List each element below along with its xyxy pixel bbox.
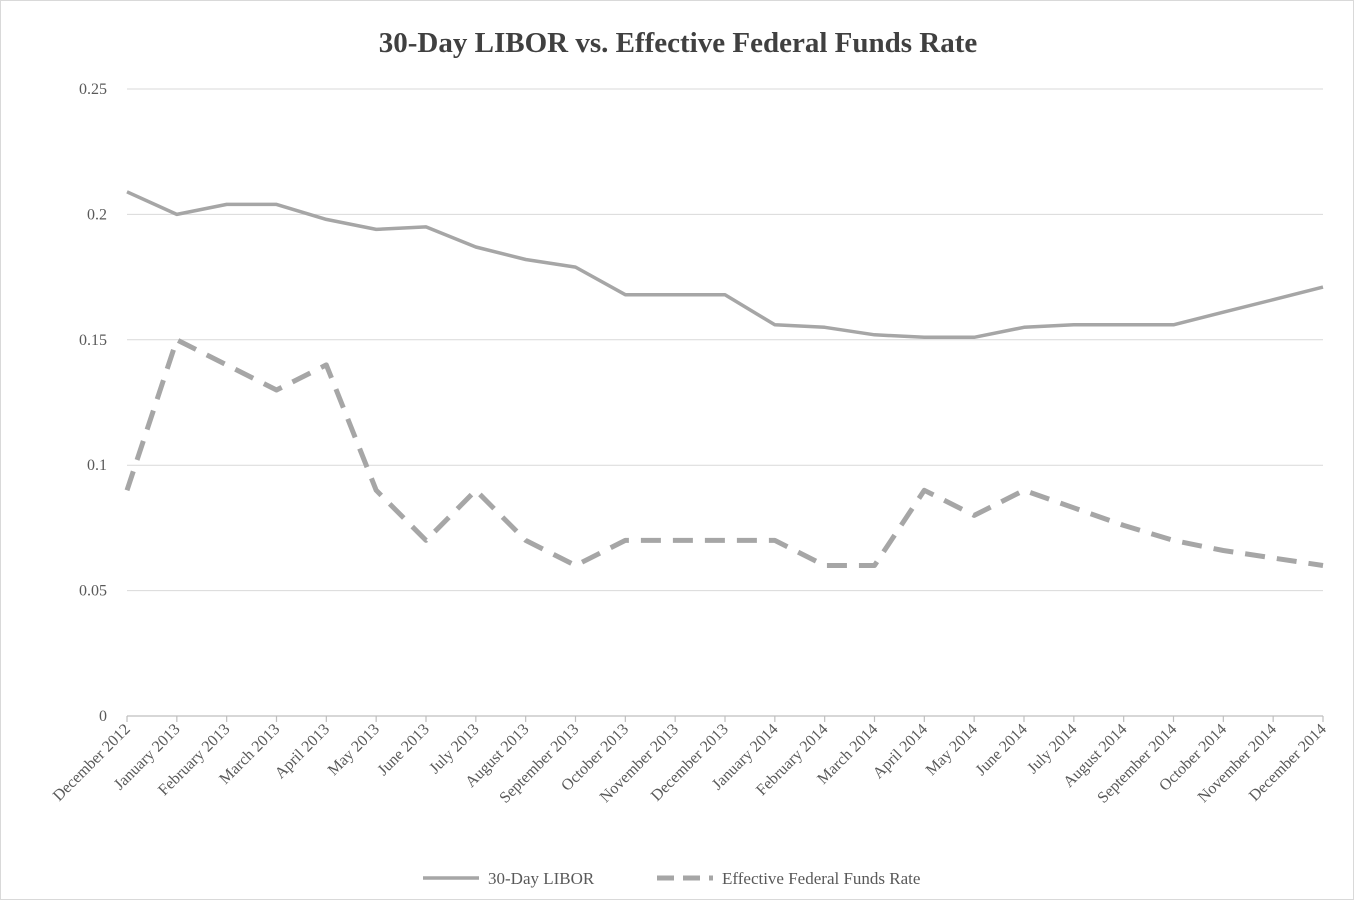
x-axis — [126, 715, 1324, 722]
legend-label: Effective Federal Funds Rate — [722, 869, 920, 888]
y-tick-label: 0.1 — [87, 457, 107, 474]
y-tick-label: 0.15 — [79, 332, 107, 349]
y-axis-ticks: 0 0.05 0.1 0.15 0.2 0.25 — [79, 81, 107, 725]
y-tick-label: 0 — [99, 708, 107, 725]
series-lines — [124, 190, 1324, 568]
y-tick-label: 0.25 — [79, 81, 107, 98]
y-tick-label: 0.2 — [87, 206, 107, 223]
x-tick-label: May 2014 — [923, 721, 981, 779]
x-tick-label: April 2013 — [272, 721, 333, 782]
x-tick-label: June 2013 — [375, 721, 433, 779]
series-line-libor — [126, 190, 1324, 340]
legend: 30-Day LIBOR Effective Federal Funds Rate — [423, 869, 920, 888]
y-tick-label: 0.05 — [79, 583, 107, 600]
x-tick-label: June 2014 — [973, 721, 1031, 779]
legend-label: 30-Day LIBOR — [488, 869, 595, 888]
x-tick-label: May 2013 — [325, 721, 383, 779]
chart-title: 30-Day LIBOR vs. Effective Federal Funds… — [378, 27, 978, 59]
x-tick-label: April 2014 — [870, 721, 931, 782]
gridlines — [127, 88, 1323, 592]
series-line-fed-funds — [124, 337, 1324, 568]
